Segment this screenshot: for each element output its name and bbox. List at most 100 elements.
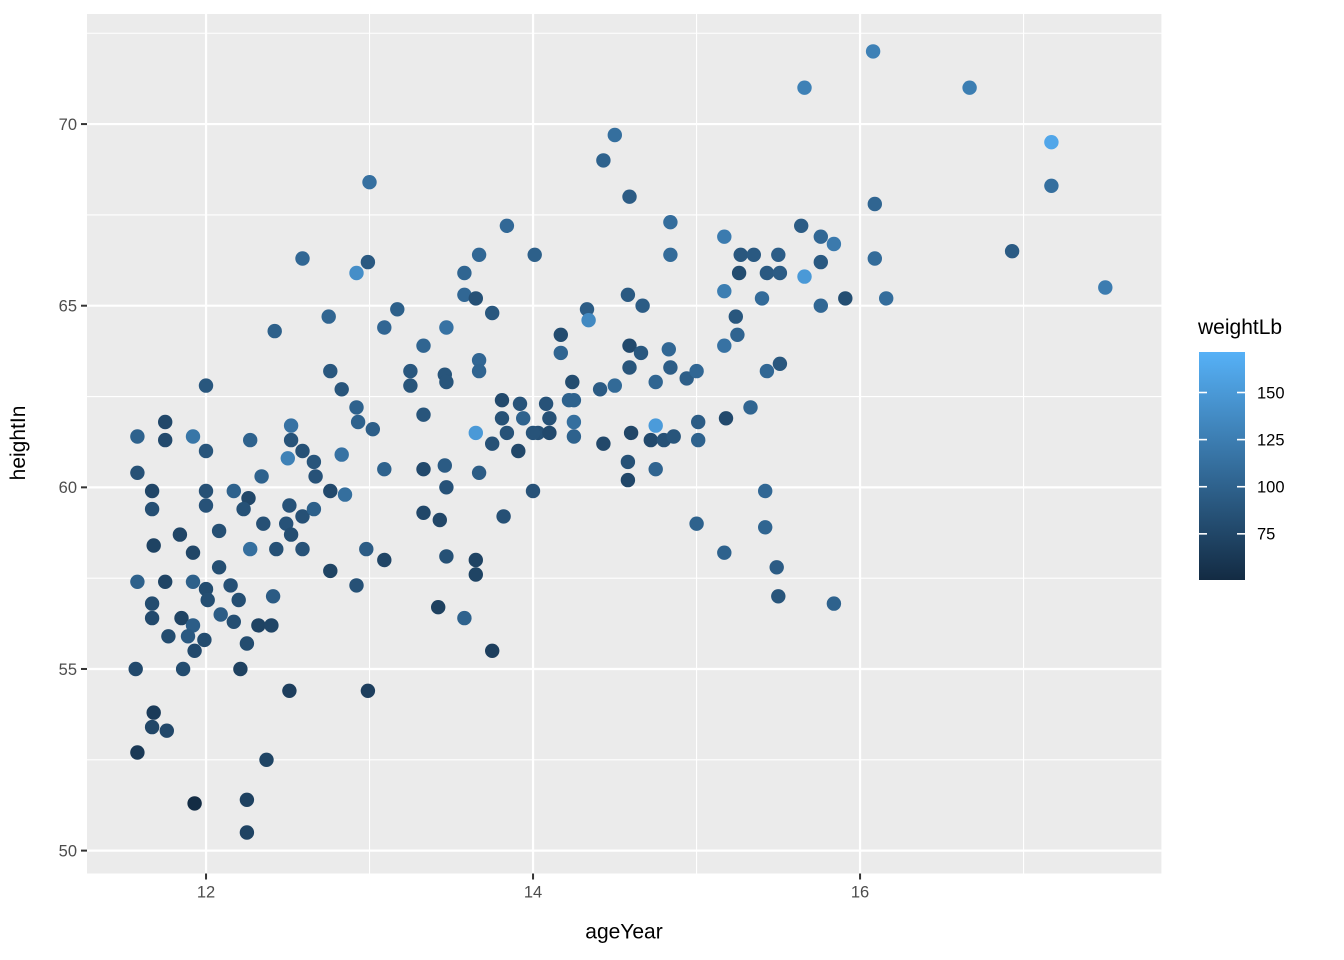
data-point [187, 796, 202, 811]
data-point [159, 723, 174, 738]
data-point [233, 661, 248, 677]
data-point [308, 469, 323, 484]
data-point [239, 636, 255, 651]
data-point [377, 552, 392, 568]
data-point [295, 443, 310, 459]
data-point [226, 614, 241, 629]
data-point [359, 541, 374, 557]
data-point [223, 578, 238, 593]
data-point [648, 418, 663, 433]
data-point [718, 411, 734, 426]
y-tick-label: 70 [59, 116, 77, 134]
data-point [334, 447, 349, 462]
data-point [468, 425, 483, 441]
data-point [512, 396, 528, 411]
data-point [717, 284, 732, 299]
data-point [813, 298, 828, 313]
data-point [867, 196, 882, 212]
data-point [187, 643, 202, 658]
data-point [730, 327, 745, 342]
data-point [648, 374, 663, 390]
legend-tick-marks [1199, 391, 1245, 535]
data-point [561, 393, 577, 408]
data-point [622, 338, 637, 353]
data-point [175, 661, 191, 677]
data-point [622, 360, 637, 375]
data-point [416, 505, 431, 520]
data-point [772, 265, 788, 281]
data-point [607, 127, 622, 143]
legend-tick-label: 75 [1257, 526, 1275, 544]
data-point [643, 432, 658, 448]
data-point [743, 400, 758, 415]
data-point [362, 175, 377, 190]
data-point [771, 589, 786, 604]
data-point [323, 483, 338, 499]
data-point [511, 443, 526, 459]
data-point [838, 291, 853, 306]
grid-major-lines [87, 14, 1162, 874]
data-point [663, 360, 678, 375]
data-point [717, 545, 732, 560]
data-points-group [128, 44, 1113, 840]
data-point [295, 541, 310, 557]
data-point [279, 516, 294, 531]
data-point [185, 574, 201, 589]
data-point [172, 527, 188, 542]
data-point [321, 309, 336, 324]
data-point [439, 480, 454, 495]
data-point [485, 305, 500, 321]
data-point [620, 472, 636, 488]
data-point [542, 411, 557, 426]
data-point [243, 432, 258, 448]
data-point [499, 425, 515, 441]
data-point [180, 629, 196, 644]
data-point [437, 458, 452, 473]
data-point [867, 251, 882, 266]
data-point [689, 516, 704, 531]
data-point [538, 396, 554, 411]
data-point [457, 287, 472, 302]
data-point [306, 454, 322, 470]
data-point [130, 429, 145, 444]
data-point [377, 320, 392, 335]
data-point [239, 825, 255, 840]
x-tick-label: 16 [851, 884, 869, 902]
data-point [717, 338, 732, 353]
data-point [633, 345, 649, 361]
data-point [158, 414, 173, 430]
data-point [499, 218, 515, 233]
data-point [691, 414, 706, 430]
data-point [337, 487, 353, 502]
data-point [471, 353, 487, 368]
data-point [200, 592, 215, 608]
data-point [717, 229, 732, 244]
data-point [283, 527, 299, 542]
legend-tick-label: 150 [1257, 384, 1285, 402]
data-point [596, 153, 611, 168]
data-point [758, 483, 773, 499]
x-axis: 12 14 16 [197, 873, 869, 902]
data-point [226, 483, 241, 499]
data-point [213, 607, 228, 622]
data-point [323, 563, 338, 579]
data-point [679, 371, 694, 386]
data-point [758, 520, 773, 535]
data-point [962, 80, 977, 95]
data-point [731, 265, 747, 281]
data-point [525, 425, 541, 441]
data-point [432, 512, 447, 528]
y-tick-label: 65 [59, 297, 77, 315]
data-point [158, 432, 173, 448]
data-point [661, 342, 676, 357]
x-tick-label: 14 [524, 884, 542, 902]
data-point [635, 298, 650, 313]
data-point [689, 363, 704, 379]
data-point [579, 302, 595, 317]
data-point [211, 523, 227, 539]
data-point [174, 610, 189, 626]
data-point [494, 393, 510, 408]
data-point [471, 247, 487, 262]
data-point [282, 498, 297, 513]
